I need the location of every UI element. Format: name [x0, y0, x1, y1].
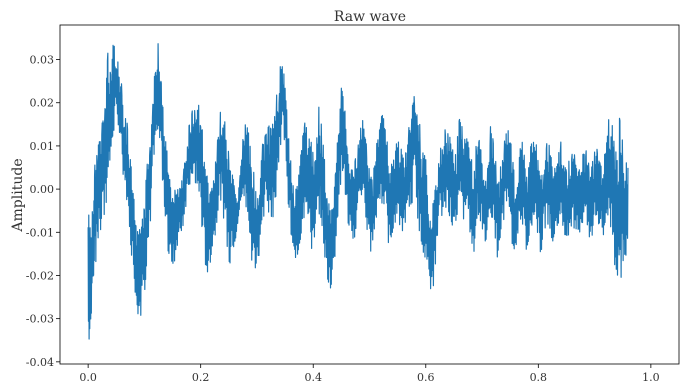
y-tick-label: -0.03 [26, 313, 54, 326]
y-axis: -0.04 -0.03 -0.02 -0.01 0.00 0.01 0.02 0.03 [26, 54, 60, 369]
x-tick-label: 0.4 [304, 371, 322, 384]
chart-title: Raw wave [334, 9, 406, 25]
y-tick-label: -0.01 [26, 226, 54, 239]
x-tick-label: 1.0 [642, 371, 660, 384]
x-tick-label: 0.8 [530, 371, 548, 384]
y-tick-label: -0.02 [26, 269, 54, 282]
x-axis: 0.0 0.2 0.4 0.6 0.8 1.0 [79, 364, 660, 384]
y-tick-label: 0.01 [30, 140, 55, 153]
y-axis-label: Amplitude [10, 158, 26, 232]
x-tick-label: 0.6 [417, 371, 435, 384]
plot-area [87, 43, 629, 340]
y-tick-label: 0.00 [30, 183, 55, 196]
x-tick-label: 0.0 [79, 371, 97, 384]
x-tick-label: 0.2 [192, 371, 210, 384]
waveform-series-line [87, 43, 629, 340]
plot-frame [59, 24, 680, 365]
y-tick-label: -0.04 [26, 356, 54, 369]
y-tick-label: 0.03 [30, 54, 55, 67]
y-tick-label: 0.02 [30, 97, 55, 110]
